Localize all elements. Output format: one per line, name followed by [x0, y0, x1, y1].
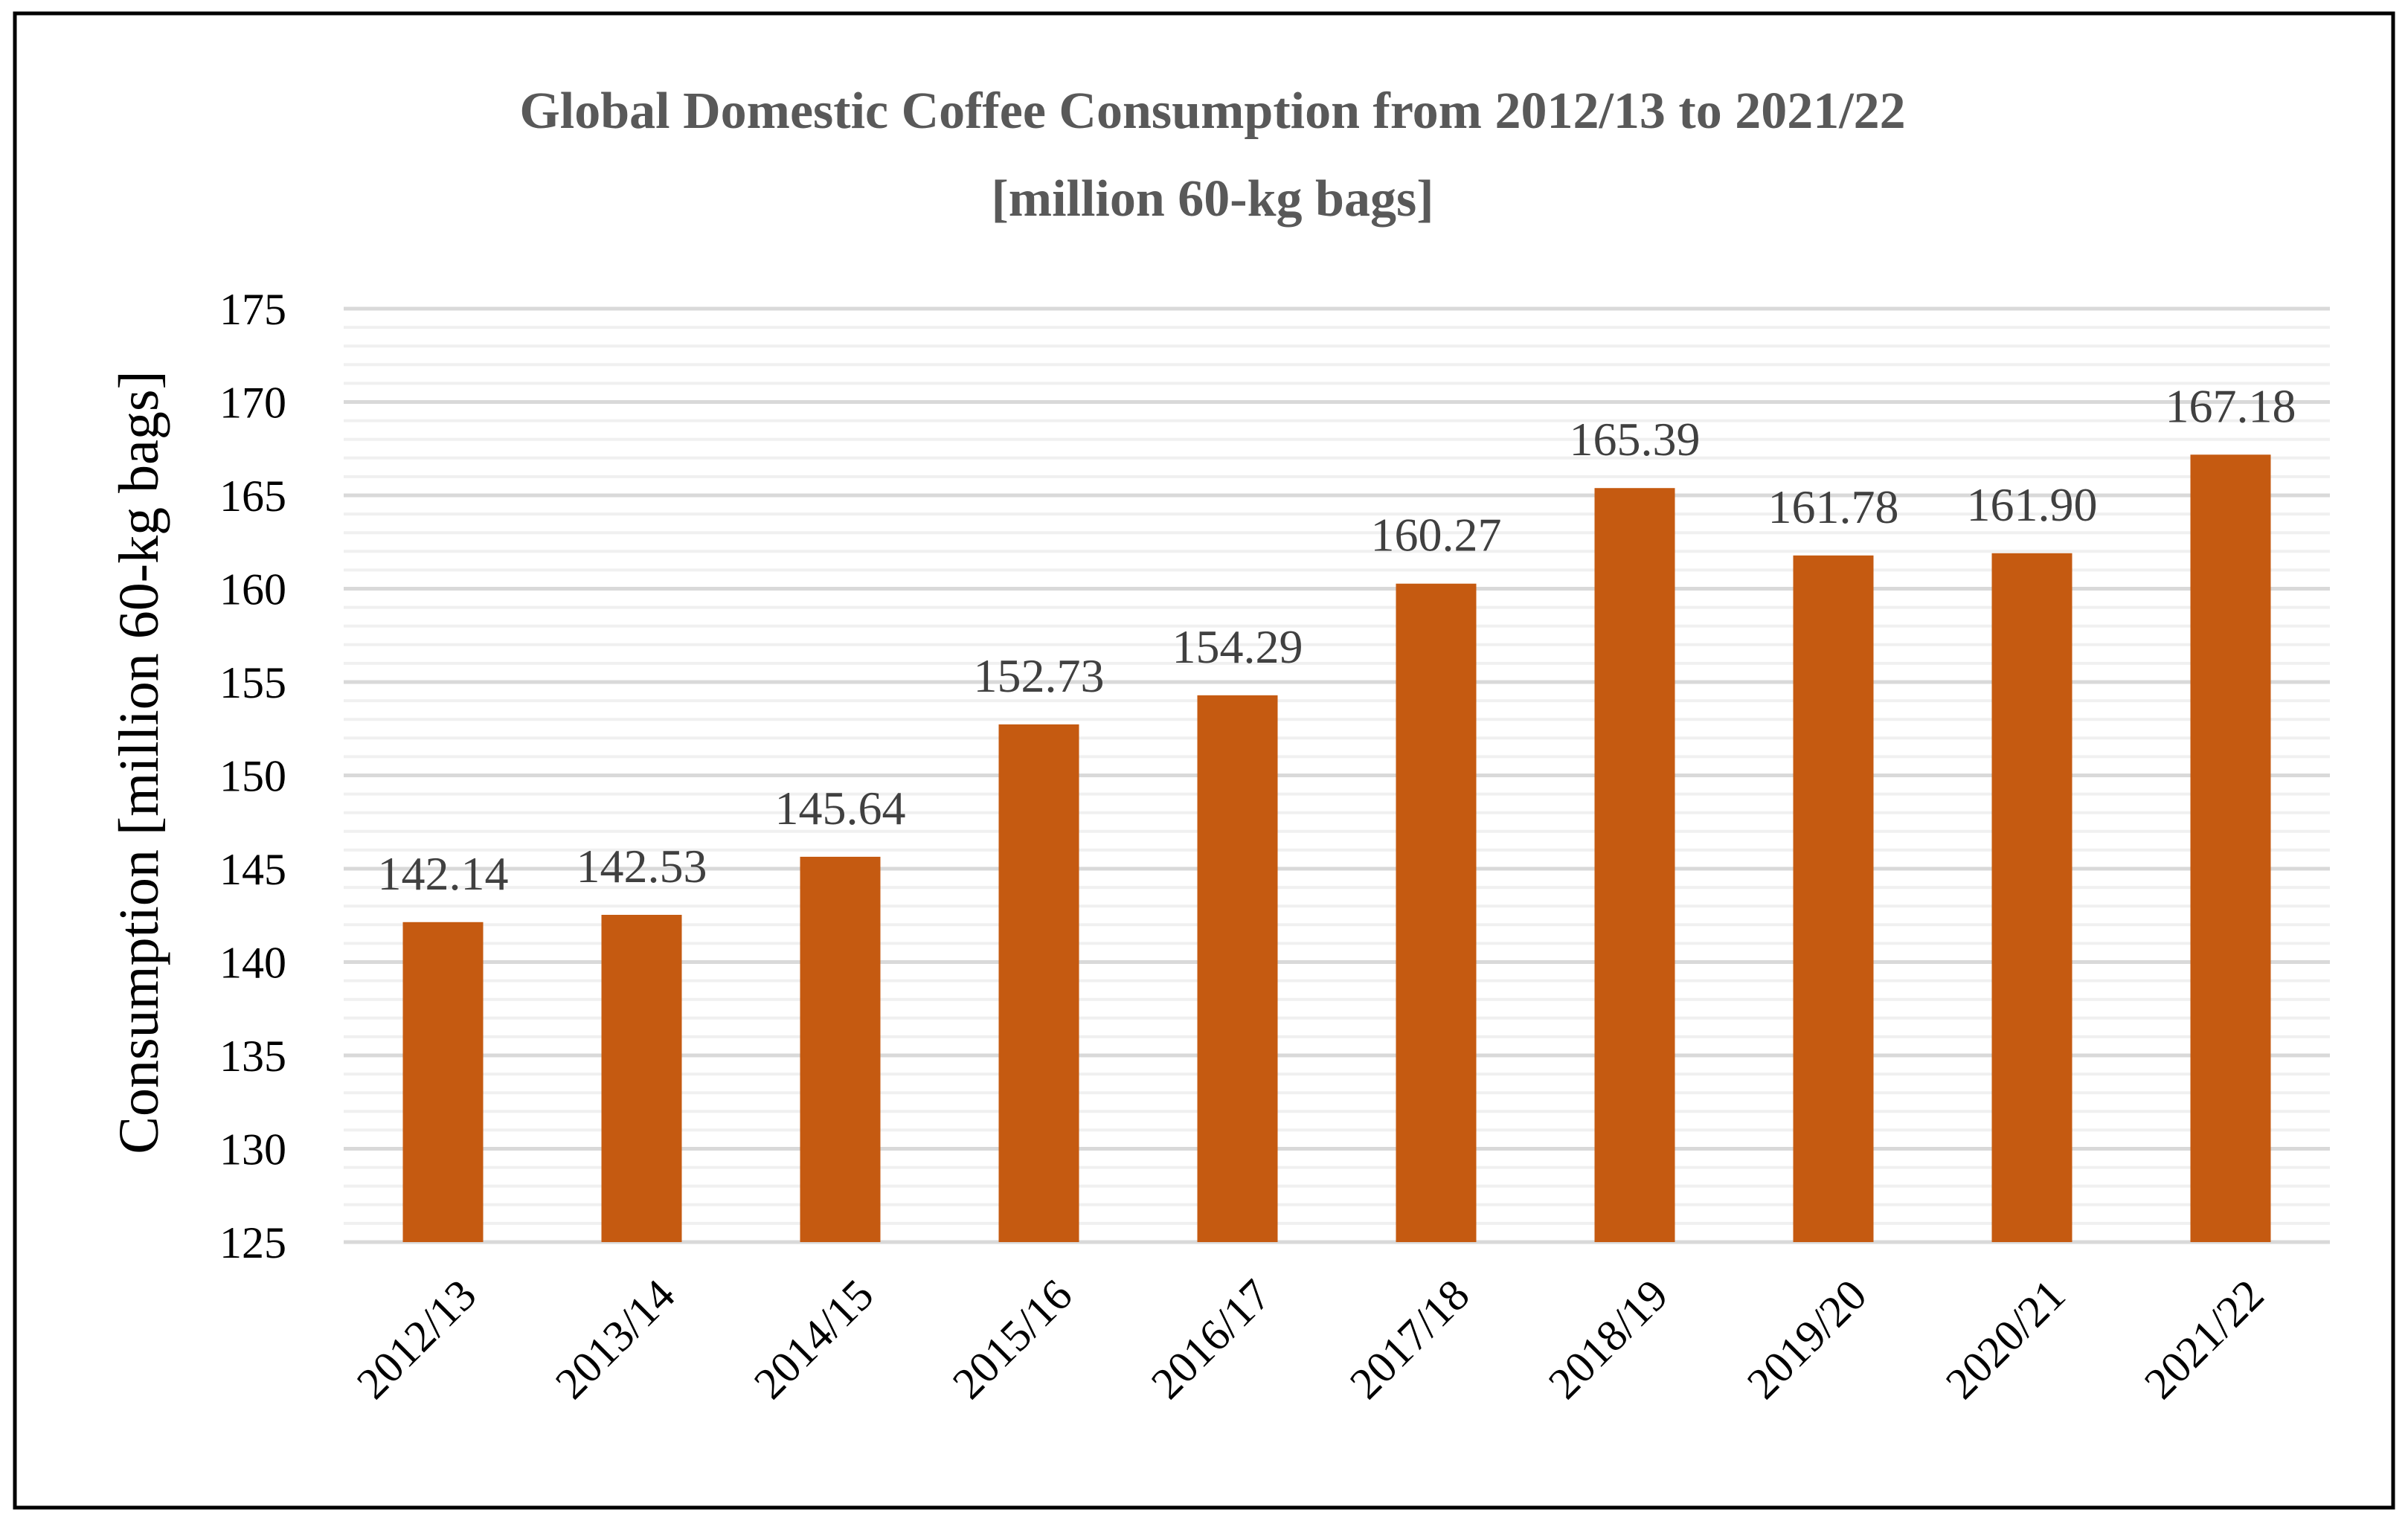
bar-2015-16	[998, 724, 1079, 1242]
data-label: 152.73	[974, 649, 1105, 702]
data-label: 145.64	[775, 782, 906, 835]
y-tick-label: 160	[219, 565, 286, 614]
bar-2018-19	[1594, 488, 1675, 1242]
bar-2012-13	[402, 922, 484, 1242]
bar-2020-21	[1991, 553, 2073, 1242]
y-tick-label: 175	[219, 285, 286, 334]
bar-2014-15	[800, 856, 881, 1242]
data-label: 142.14	[378, 847, 509, 900]
data-label: 165.39	[1570, 413, 1701, 466]
chart-title-line2: [million 60-kg bags]	[991, 170, 1433, 228]
chart-title-line1: Global Domestic Coffee Consumption from …	[519, 83, 1905, 140]
bar-2013-14	[601, 914, 682, 1242]
data-label: 161.90	[1967, 478, 2098, 531]
y-tick-label: 165	[219, 472, 286, 521]
y-axis-label: Consumption [million 60-kg bags]	[108, 370, 170, 1154]
y-tick-label: 135	[219, 1032, 286, 1081]
y-tick-label: 150	[219, 752, 286, 801]
y-tick-label: 125	[219, 1218, 286, 1267]
bar-2017-18	[1396, 583, 1477, 1242]
bar-2019-20	[1793, 555, 1874, 1242]
data-label: 154.29	[1172, 620, 1303, 673]
data-label: 142.53	[577, 840, 707, 893]
data-label: 160.27	[1371, 509, 1502, 562]
y-tick-label: 140	[219, 939, 286, 988]
bars	[402, 454, 2271, 1242]
y-tick-label: 145	[219, 845, 286, 894]
y-tick-label: 130	[219, 1125, 286, 1174]
y-axis-ticks: 125 130 135 140 145 150 155 160 165 170 175	[219, 285, 286, 1267]
y-tick-label: 170	[219, 379, 286, 428]
data-labels: 142.14 142.53 145.64 152.73 154.29 160.27 165.…	[378, 379, 2296, 900]
bar-2021-22	[2190, 454, 2271, 1242]
y-tick-label: 155	[219, 658, 286, 707]
data-label: 161.78	[1768, 480, 1899, 533]
bar-2016-17	[1197, 695, 1278, 1242]
data-label: 167.18	[2165, 379, 2296, 432]
